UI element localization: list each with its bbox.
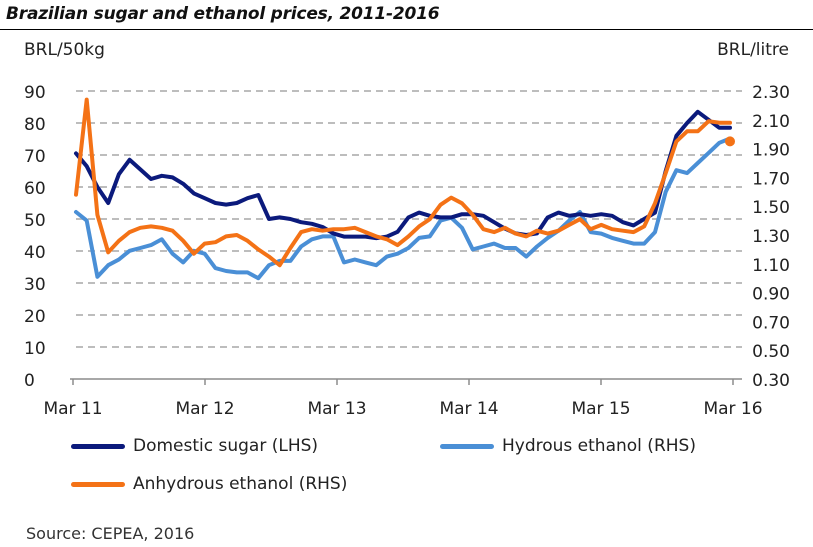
y-right-tick-label: 0.90	[752, 285, 790, 305]
y-right-tick-label: 1.90	[752, 141, 790, 161]
series-line-anhydrous-ethanol-rhs	[74, 97, 732, 268]
y-right-tick-label: 0.50	[752, 342, 790, 362]
legend-label-anhydrous: Anhydrous ethanol (RHS)	[133, 474, 348, 494]
legend-swatch-sugar	[71, 443, 125, 449]
x-tick-label: Mar 16	[703, 399, 762, 419]
series-line-hydrous-ethanol-rhs	[74, 136, 732, 281]
title-rule	[0, 29, 813, 30]
y-right-tick-label: 0.30	[752, 371, 790, 391]
y-left-tick-label: 60	[24, 179, 46, 199]
y-right-tick-label: 0.70	[752, 313, 790, 333]
legend-item-hydrous: Hydrous ethanol (RHS)	[440, 436, 696, 456]
y-right-tick-label: 2.30	[752, 83, 790, 103]
left-axis-unit: BRL/50kg	[24, 40, 105, 60]
legend-swatch-anhydrous	[71, 481, 125, 487]
source-note: Source: CEPEA, 2016	[26, 524, 195, 543]
y-left-tick-label: 20	[24, 307, 46, 327]
y-right-tick-label: 1.30	[752, 227, 790, 247]
y-left-tick-label: 30	[24, 275, 46, 295]
x-tick-label: Mar 12	[175, 399, 234, 419]
x-tick-label: Mar 13	[307, 399, 366, 419]
legend-item-sugar: Domestic sugar (LHS)	[71, 436, 318, 456]
y-left-tick-label: 40	[24, 243, 46, 263]
y-right-tick-label: 2.10	[752, 112, 790, 132]
right-axis-unit: BRL/litre	[717, 40, 789, 60]
x-tick-label: Mar 14	[439, 399, 498, 419]
y-left-tick-label: 50	[24, 211, 46, 231]
y-left-tick-label: 10	[24, 339, 46, 359]
y-left-tick-label: 90	[24, 83, 46, 103]
y-right-tick-label: 1.70	[752, 169, 790, 189]
legend-label-hydrous: Hydrous ethanol (RHS)	[502, 436, 696, 456]
legend-item-anhydrous: Anhydrous ethanol (RHS)	[71, 474, 347, 494]
legend-label-sugar: Domestic sugar (LHS)	[133, 436, 319, 456]
y-left-tick-label: 0	[24, 371, 35, 391]
series-line-domestic-sugar-lhs	[74, 109, 732, 241]
chart-title: Brazilian sugar and ethanol prices, 2011…	[6, 4, 440, 24]
y-left-tick-label: 80	[24, 115, 46, 135]
series-end-marker	[725, 136, 735, 147]
legend-swatch-hydrous	[440, 443, 494, 449]
x-tick-label: Mar 11	[43, 399, 102, 419]
y-left-tick-label: 70	[24, 147, 46, 167]
y-right-tick-label: 1.10	[752, 256, 790, 276]
y-right-tick-label: 1.50	[752, 198, 790, 218]
x-tick-label: Mar 15	[571, 399, 630, 419]
